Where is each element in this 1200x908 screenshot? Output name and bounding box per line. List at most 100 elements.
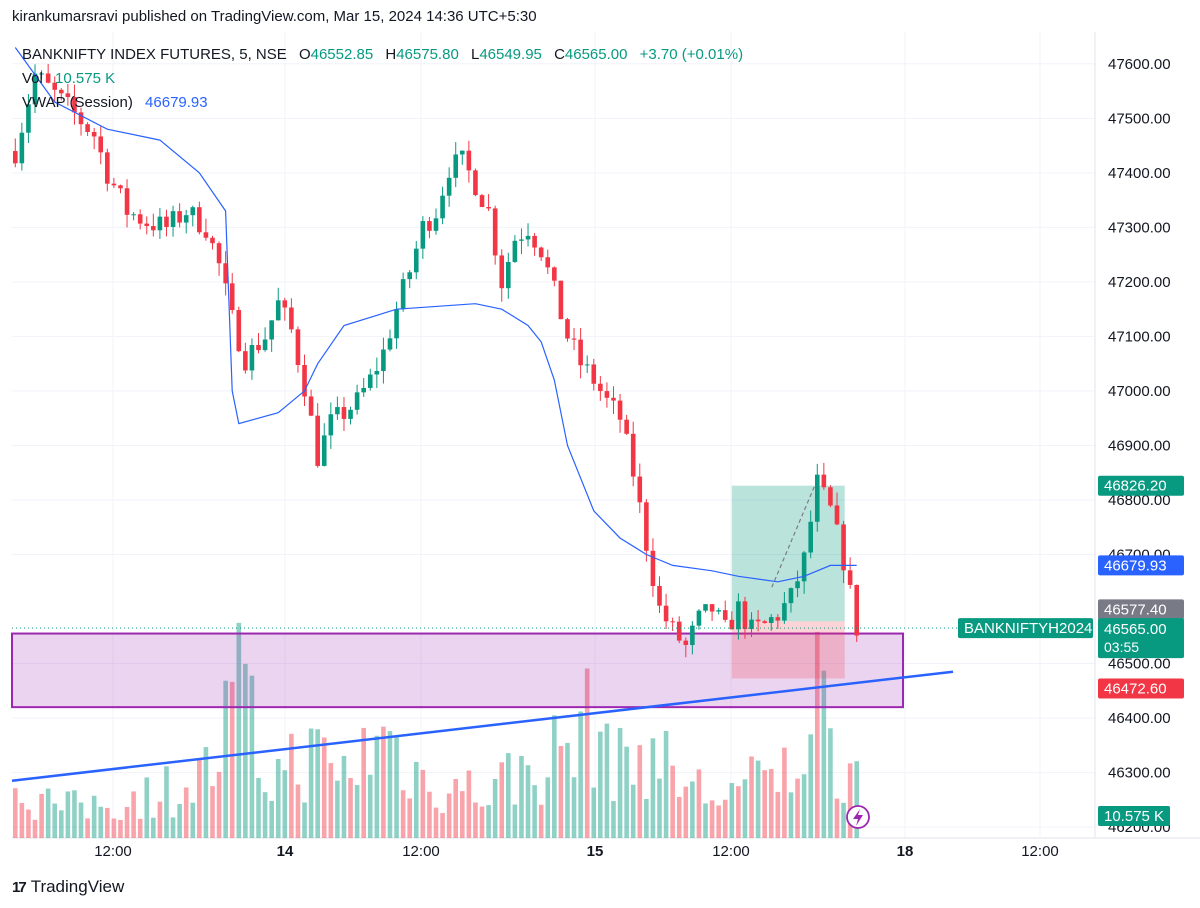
volume-bar [453,778,459,838]
chart-legend: BANKNIFTY INDEX FUTURES, 5, NSE O46552.8… [22,43,743,115]
flash-icon[interactable] [846,805,870,829]
legend-symbol[interactable]: BANKNIFTY INDEX FUTURES, 5, NSE [22,46,287,63]
volume-bar [394,735,399,838]
candle-body [624,419,629,434]
volume-bar [841,802,846,838]
vwap-price-label-bg [1098,555,1184,576]
profit-zone [731,485,845,622]
volume-bar [578,711,583,838]
volume-bar [657,778,662,838]
candle-body [302,365,307,397]
volume-bar [775,791,781,838]
volume-bar [124,806,130,838]
volume-bar [519,755,524,838]
symbol-label: BANKNIFTYH2024 [958,618,1093,639]
candle-body [229,283,235,311]
volume-bar [400,790,406,838]
legend-low: 46549.95 [479,46,542,63]
tradingview-logo[interactable]: 17 TradingView [12,877,124,897]
candle-body [59,89,64,94]
volume-bar [105,807,110,838]
volume-bar [289,733,294,838]
price-tick: 47600.00 [1108,56,1171,73]
volume-bar [598,731,603,838]
candle-body [545,257,551,268]
volume-bar [440,813,445,838]
volume-bar [269,800,274,838]
volume-bar [256,777,261,838]
candle-body [124,188,130,215]
candle-body [847,570,853,585]
candle-body [177,211,182,223]
volume-bar [420,769,426,838]
volume-bar [486,805,491,838]
candle-body [118,185,123,189]
price-tick: 46900.00 [1108,437,1171,454]
legend-vwap-row: VWAP (Session) 46679.93 [22,91,743,115]
candle-body [137,214,143,224]
candle-body [197,207,202,233]
entry-price-label-bg [1098,599,1184,620]
candle-body [367,374,373,388]
volume-bar [111,818,117,838]
volume-bar [499,762,505,838]
volume-bar [525,765,531,838]
candle-body [552,267,557,281]
volume-bar [295,784,301,838]
volume-bar [532,785,537,838]
price-chart[interactable]: 47600.00 47500.00 47400.00 47300.00 47200.00… [0,32,1200,870]
candle-body [598,383,603,392]
volume-bar [78,802,84,838]
legend-vwap-label[interactable]: VWAP (Session) [22,94,133,111]
volume-bar [506,753,511,838]
price-tick: 47300.00 [1108,219,1171,236]
legend-volume-label[interactable]: Vol [22,70,43,87]
legend-open-label: O [298,46,311,63]
price-axis[interactable]: 47600.00 47500.00 47400.00 47300.00 47200.00… [1108,56,1171,836]
volume-bar [243,663,248,838]
candle-body [91,131,97,137]
candle-body [736,601,741,630]
target-price-label-bg [1098,475,1184,496]
volume-bar [387,731,393,838]
volume-bar [170,817,176,838]
candle-body [157,216,163,231]
volume-bar [183,787,189,838]
stop-price-label-text: 46472.60 [1104,680,1167,697]
publisher-line: kirankumarsravi published on TradingView… [12,8,537,25]
candle-body [637,476,643,503]
candle-body [78,112,84,125]
candle-body [571,338,577,340]
candle-body [538,247,544,258]
candle-body [525,235,531,240]
candle-body [335,407,340,415]
candle-body [716,610,721,612]
volume-bar [801,774,807,838]
volume-bar [617,728,623,838]
volume-bar [302,802,307,838]
candle-body [354,392,360,410]
candle-body [801,552,807,582]
stop-price-label: 46472.60 [1098,678,1184,699]
entry-price-label: 46577.40 [1098,599,1184,620]
candle-body [473,170,478,196]
legend-change: +3.70 (+0.01%) [639,46,744,63]
legend-volume: 10.575 K [55,70,116,87]
price-tick: 47200.00 [1108,274,1171,291]
candle-body [308,396,314,416]
long-position-tool[interactable] [731,485,845,679]
candle-body [519,239,524,241]
time-tick: 12:00 [94,843,132,860]
trendline[interactable] [11,670,954,782]
candle-body [45,73,51,83]
volume-bar [545,777,551,838]
time-axis[interactable]: 12:00 14 12:00 15 12:00 18 12:00 [94,843,1059,860]
price-tick: 47100.00 [1108,328,1171,345]
candle-body [111,183,117,186]
volume-bar [72,790,77,838]
target-price-label: 46826.20 [1098,475,1184,496]
tradingview-logo-icon: 17 [12,878,27,896]
volume-bar [604,723,610,838]
legend-high: 46575.80 [396,46,459,63]
candle-body [617,400,623,420]
